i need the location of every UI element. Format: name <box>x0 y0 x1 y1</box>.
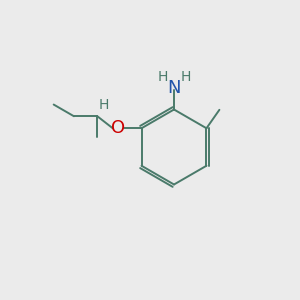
Text: H: H <box>180 70 190 84</box>
Text: N: N <box>167 79 181 97</box>
Text: H: H <box>99 98 109 112</box>
Text: H: H <box>158 70 168 84</box>
Text: O: O <box>111 119 125 137</box>
